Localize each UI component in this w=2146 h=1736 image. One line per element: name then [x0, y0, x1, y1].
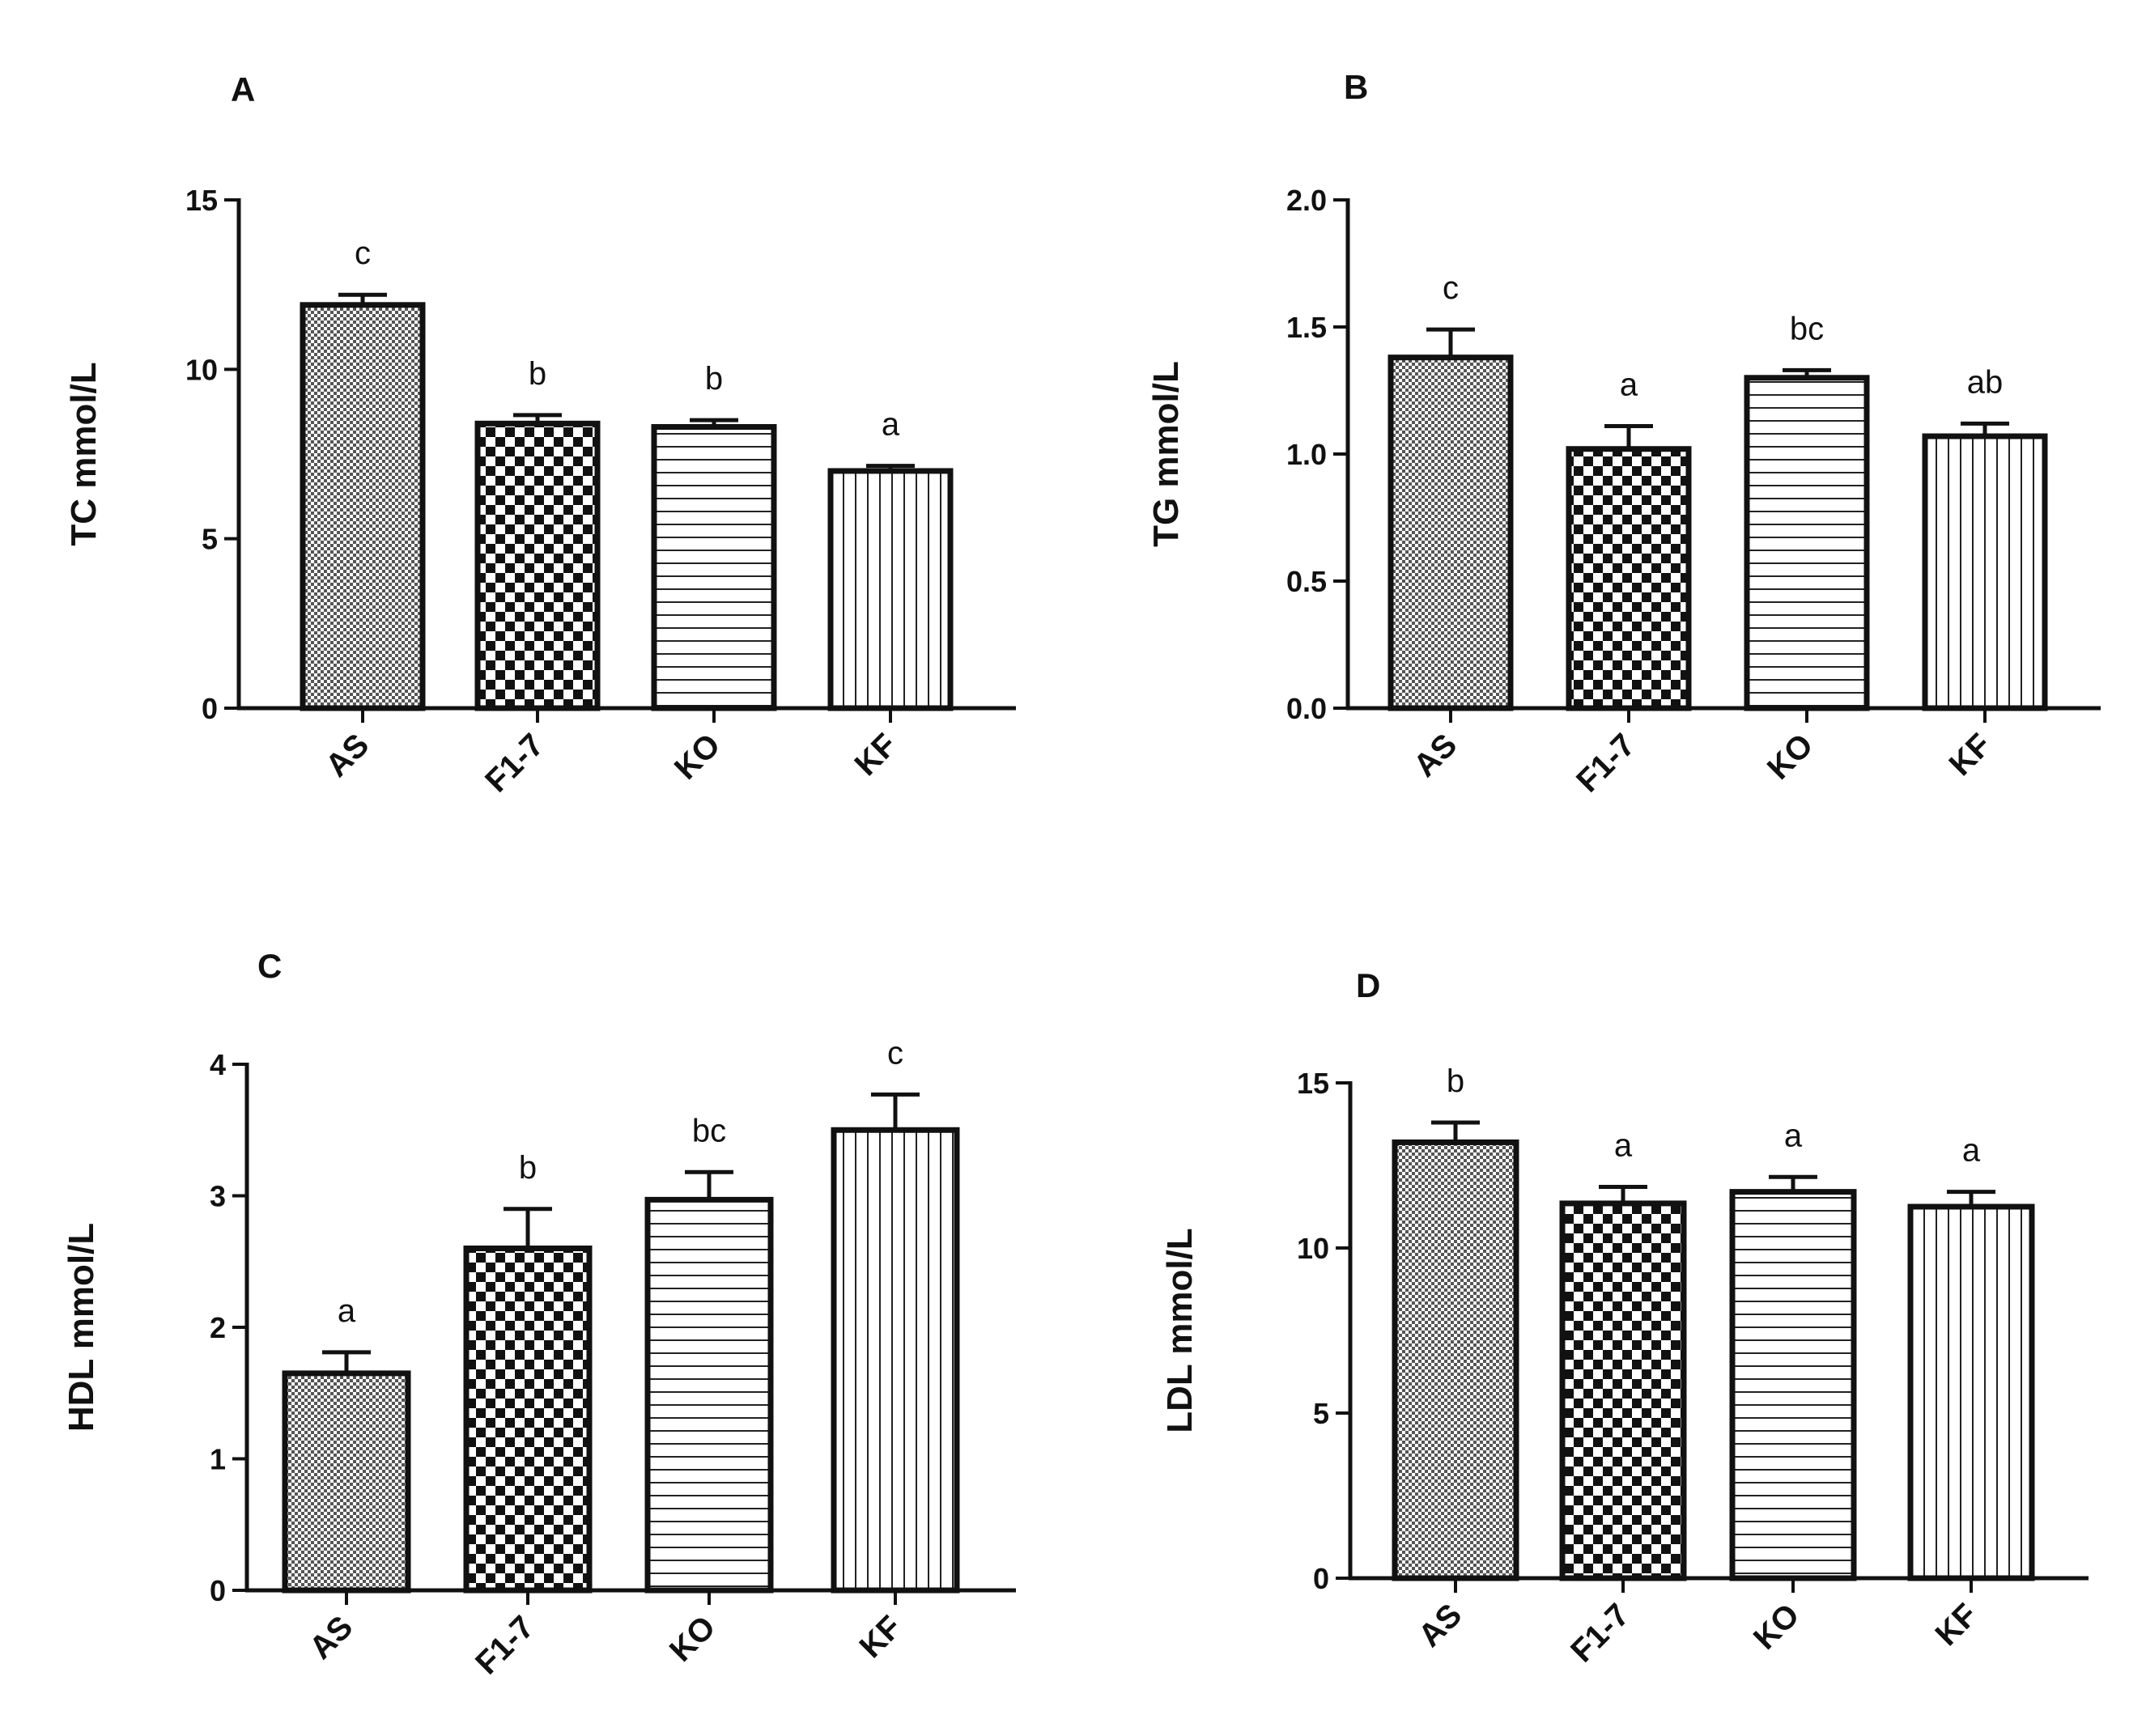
- category-label: AS: [1412, 1597, 1468, 1653]
- chart-panel-d: D LDL mmol/L 0 5 10 15 b AS a F1-7 a KO a KF: [1160, 966, 2089, 1670]
- significance-label: bc: [692, 1113, 726, 1148]
- significance-label: ab: [1967, 364, 2004, 400]
- category-label: KF: [853, 1609, 909, 1665]
- y-tick-label: 1.0: [1286, 438, 1327, 471]
- significance-label: b: [1447, 1063, 1464, 1099]
- panel-letter: A: [231, 70, 255, 108]
- significance-label: bc: [1790, 311, 1824, 346]
- category-label: F1-7: [469, 1609, 541, 1681]
- y-tick-label: 1.5: [1286, 311, 1327, 344]
- bar-kf: [831, 1127, 960, 1594]
- y-axis-label: TG mmol/L: [1146, 361, 1186, 547]
- bar-as: [1392, 1139, 1519, 1581]
- category-label: KO: [668, 727, 728, 787]
- category-label: KF: [848, 727, 904, 783]
- panel-letter: B: [1344, 68, 1368, 106]
- y-tick-label: 2: [210, 1311, 226, 1344]
- y-tick-label: 2.0: [1286, 184, 1327, 217]
- category-label: KO: [1761, 727, 1821, 787]
- bar-as: [1387, 354, 1514, 711]
- y-tick-label: 10: [1297, 1232, 1329, 1265]
- significance-label: c: [1443, 270, 1459, 306]
- bar-f1-7: [463, 1246, 593, 1594]
- bar-f1-7: [1559, 1200, 1687, 1581]
- significance-label: a: [1962, 1133, 1981, 1169]
- category-label: KF: [1929, 1597, 1985, 1653]
- significance-label: a: [882, 407, 900, 443]
- y-axis-label: TC mmol/L: [64, 362, 104, 545]
- y-tick-label: 1: [210, 1443, 226, 1476]
- bar-ko: [651, 424, 777, 711]
- category-label: AS: [1407, 727, 1464, 783]
- significance-label: c: [355, 236, 371, 271]
- significance-label: b: [519, 1150, 537, 1186]
- chart-panel-c: C HDL mmol/L 0 1 2 3 4 a AS b F1-7 bc KO c KF: [62, 947, 1016, 1682]
- significance-label: a: [1784, 1118, 1803, 1153]
- y-tick-label: 5: [202, 523, 218, 556]
- y-tick-label: 4: [210, 1048, 226, 1081]
- significance-label: b: [529, 356, 546, 392]
- y-tick-label: 0: [202, 692, 218, 725]
- bar-as: [282, 1370, 411, 1594]
- category-label: KO: [1747, 1597, 1807, 1657]
- y-tick-label: 5: [1313, 1397, 1329, 1430]
- significance-label: c: [887, 1035, 903, 1071]
- y-tick-label: 0.5: [1286, 565, 1327, 598]
- significance-label: a: [1614, 1128, 1633, 1164]
- significance-label: a: [1620, 367, 1638, 402]
- significance-label: b: [705, 361, 723, 397]
- y-tick-label: 0: [1313, 1562, 1329, 1595]
- panel-letter: D: [1356, 966, 1380, 1004]
- category-label: AS: [319, 727, 376, 783]
- y-tick-label: 15: [1297, 1067, 1329, 1100]
- y-axis-label: HDL mmol/L: [62, 1223, 101, 1432]
- bar-ko: [1729, 1189, 1857, 1581]
- category-label: AS: [303, 1609, 359, 1666]
- y-tick-label: 3: [210, 1180, 226, 1213]
- bar-ko: [1744, 375, 1870, 711]
- bar-ko: [644, 1196, 774, 1594]
- chart-panel-a: A TC mmol/L 0 5 10 15 c AS b F1-7 b KO a KF: [64, 70, 1016, 800]
- bar-kf: [827, 468, 954, 711]
- significance-label: a: [338, 1293, 356, 1329]
- y-tick-label: 15: [185, 184, 218, 217]
- bar-f1-7: [474, 420, 601, 711]
- y-tick-label: 0.0: [1286, 692, 1327, 725]
- bar-as: [300, 302, 426, 711]
- category-label: KF: [1943, 727, 1999, 783]
- bar-kf: [1907, 1203, 2035, 1581]
- category-label: F1-7: [1564, 1597, 1636, 1669]
- category-label: F1-7: [1570, 727, 1642, 799]
- category-label: F1-7: [478, 727, 550, 799]
- y-tick-label: 10: [185, 353, 218, 386]
- category-label: KO: [663, 1609, 723, 1669]
- bar-f1-7: [1566, 446, 1692, 711]
- chart-panel-b: B TG mmol/L 0.0 0.5 1.0 1.5 2.0 c AS a F1-7 bc KO ab K…: [1146, 68, 2101, 800]
- y-tick-label: 0: [210, 1574, 226, 1607]
- panel-letter: C: [257, 947, 282, 985]
- bar-kf: [1922, 433, 2048, 711]
- y-axis-label: LDL mmol/L: [1160, 1228, 1200, 1433]
